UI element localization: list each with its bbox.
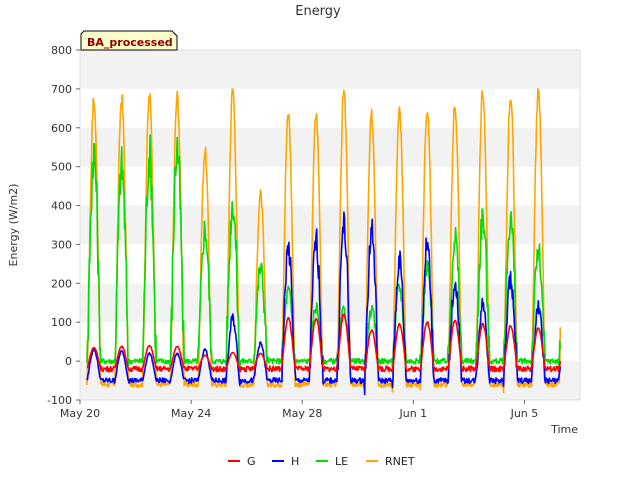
x-tick-label: Jun 1 xyxy=(398,407,427,420)
x-tick-label: May 24 xyxy=(171,407,211,420)
grid-band xyxy=(80,127,580,167)
x-tick-label: May 20 xyxy=(60,407,100,420)
series-layer xyxy=(86,87,562,396)
series-line-h xyxy=(86,211,562,396)
processed-badge: BA_processed xyxy=(80,30,178,51)
y-tick-label: 300 xyxy=(51,238,72,251)
badge-label: BA_processed xyxy=(87,36,173,49)
x-tick-label: May 28 xyxy=(282,407,322,420)
grid-band xyxy=(80,166,580,206)
x-tick-label: Jun 5 xyxy=(510,407,539,420)
chart-title: Energy xyxy=(295,4,341,19)
grid-band xyxy=(80,322,580,362)
y-axis-label: Energy (W/m2) xyxy=(7,184,20,267)
legend-label-h: H xyxy=(291,455,299,468)
legend: G H LE RNET xyxy=(228,455,415,468)
y-tick-label: 100 xyxy=(51,316,72,329)
y-tick-label: 0 xyxy=(65,355,72,368)
y-tick-label: 800 xyxy=(51,44,72,57)
y-tick-label: -100 xyxy=(47,394,72,407)
grid-band xyxy=(80,205,580,245)
y-tick-label: 500 xyxy=(51,161,72,174)
y-tick-label: 700 xyxy=(51,83,72,96)
series-line-le xyxy=(86,134,562,373)
x-axis-ticks: May 20 May 24 May 28 Jun 1 Jun 5 xyxy=(60,400,538,420)
y-axis-ticks: -100 0 100 200 300 400 500 600 700 800 xyxy=(47,44,80,407)
plot-area-frame xyxy=(79,49,581,401)
series-line-g xyxy=(86,313,562,373)
y-tick-label: 600 xyxy=(51,122,72,135)
legend-label-g: G xyxy=(247,455,256,468)
grid-bands xyxy=(80,50,580,400)
grid-band xyxy=(80,244,580,284)
legend-label-le: LE xyxy=(335,455,348,468)
badge-box xyxy=(80,30,178,51)
y-tick-label: 200 xyxy=(51,277,72,290)
legend-label-rnet: RNET xyxy=(385,455,415,468)
grid-band xyxy=(80,283,580,323)
grid-band xyxy=(80,88,580,128)
x-axis-label: Time xyxy=(550,423,578,436)
grid-band xyxy=(80,50,580,89)
y-tick-label: 400 xyxy=(51,200,72,213)
series-line-rnet xyxy=(86,87,562,394)
